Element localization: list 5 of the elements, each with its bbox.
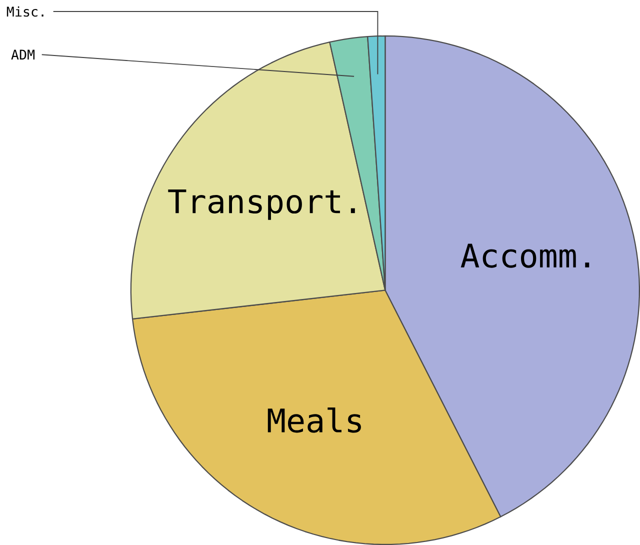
slice-label: Misc. (6, 6, 44, 17)
slice-label: Transport. (168, 189, 355, 220)
slice-label: ADM (11, 50, 34, 60)
slice-label: Meals (268, 407, 361, 433)
slice-label: Accomm. (460, 244, 590, 268)
